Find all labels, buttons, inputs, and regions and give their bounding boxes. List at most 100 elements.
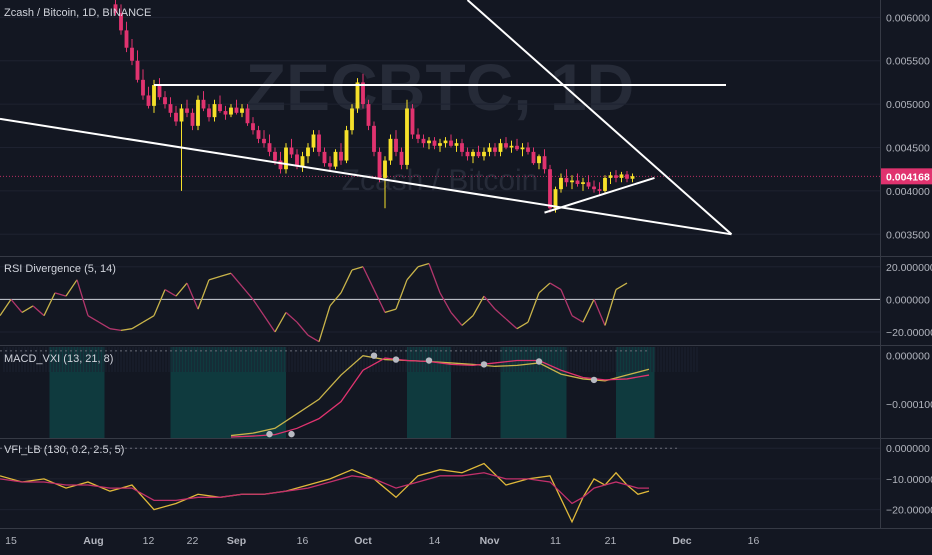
last-price-label-bg [881, 168, 932, 185]
candle-body [471, 151, 475, 157]
x-axis-label: Dec [672, 535, 691, 547]
rsi-segment [417, 262, 430, 268]
candle-body [212, 104, 217, 118]
rsi-segment [318, 305, 331, 342]
rsi-segment [307, 334, 320, 343]
last-price-label: 0.004168 [886, 171, 930, 183]
candle-body [157, 85, 162, 98]
candle-body [196, 99, 200, 126]
candle-body [537, 156, 541, 164]
candle-body [542, 156, 547, 170]
candle-body [559, 177, 563, 190]
candle-body [328, 163, 332, 167]
macd-cross-marker [590, 376, 598, 384]
rsi-segment [274, 312, 287, 333]
candle-body [586, 182, 591, 187]
x-axis-label: 22 [187, 535, 199, 547]
candle-body [531, 151, 536, 164]
rsi-segment [208, 275, 221, 281]
candle-body [608, 175, 613, 178]
candle-body [141, 79, 145, 96]
price-tick-label: 0.004500 [886, 143, 930, 155]
x-axis-label: Sep [227, 535, 246, 547]
candle-body [355, 82, 360, 109]
rsi-segment [494, 308, 507, 320]
lower-trendline [0, 117, 732, 236]
candle-body [515, 145, 519, 150]
candle-body [454, 143, 459, 146]
rsi-segment [549, 282, 562, 291]
rsi-segment [340, 269, 353, 294]
candle-body [152, 85, 156, 106]
x-axis-label: 14 [429, 535, 441, 547]
candle-body [333, 151, 338, 167]
candle-body [410, 108, 415, 135]
candle-body [438, 143, 442, 146]
candle-body [597, 189, 602, 191]
candle-body [284, 147, 288, 170]
rsi-segment [406, 266, 419, 281]
macd-pane-title: MACD_VXI (13, 21, 8) [4, 353, 114, 365]
rsi-segment [197, 279, 210, 310]
candle-body [520, 147, 525, 150]
candle-body [201, 99, 206, 109]
candle-body [251, 123, 255, 131]
candle-body [185, 108, 189, 113]
rsi-segment [472, 295, 485, 316]
candle-body [394, 138, 398, 152]
rsi-segment [153, 289, 166, 316]
rsi-segment [351, 266, 364, 271]
rsi-tick-label: 0.000000 [886, 294, 930, 306]
rsi-segment [538, 282, 551, 294]
rsi-segment [483, 295, 496, 310]
rsi-segment [32, 305, 45, 317]
macd-tick-label: −0.000100 [886, 399, 932, 411]
candle-body [163, 97, 167, 105]
rsi-segment [164, 289, 177, 297]
rsi-segment [21, 305, 34, 313]
candle-body [295, 154, 299, 167]
candle-body [476, 151, 481, 157]
candle-body [548, 169, 552, 209]
rsi-tick-label: −20.000000 [886, 327, 932, 339]
x-axis-label: 12 [143, 535, 155, 547]
candle-body [322, 151, 327, 164]
candle-body [306, 147, 310, 157]
candle-body [119, 13, 123, 31]
candle-body [207, 108, 211, 118]
rsi-segment [43, 292, 56, 316]
price-tick-label: 0.005500 [886, 56, 930, 68]
candle-body [344, 130, 349, 161]
rsi-segment [461, 315, 474, 326]
watermark-name: Zcash / Bitcoin [342, 164, 539, 197]
rsi-segment [505, 318, 518, 330]
candle-body [267, 143, 272, 152]
rsi-segment [76, 279, 89, 316]
vfi-pane-title: VFI_LB (130, 0.2, 2.5, 5) [4, 444, 125, 456]
rsi-segment [582, 299, 595, 323]
macd-line [230, 357, 650, 438]
candle-body [174, 112, 178, 122]
rsi-segment [142, 315, 155, 323]
candle-body [124, 30, 129, 48]
macd-line [230, 354, 650, 437]
price-tick-label: 0.003500 [886, 229, 930, 241]
candle-body [603, 177, 607, 191]
macd-cross-marker [266, 430, 273, 438]
candle-body [361, 82, 365, 105]
rsi-segment [384, 308, 397, 314]
rsi-segment [571, 315, 584, 323]
macd-shaded-zone [170, 347, 286, 438]
rsi-segment [560, 289, 573, 316]
rsi-segment [186, 282, 199, 310]
rsi-segment [131, 321, 144, 330]
candle-body [619, 174, 624, 178]
rsi-segment [0, 299, 12, 317]
rsi-segment [450, 311, 463, 326]
price-tick-label: 0.006000 [886, 12, 930, 24]
candle-body [240, 108, 244, 113]
candle-body [405, 108, 409, 165]
rsi-segment [263, 315, 276, 333]
